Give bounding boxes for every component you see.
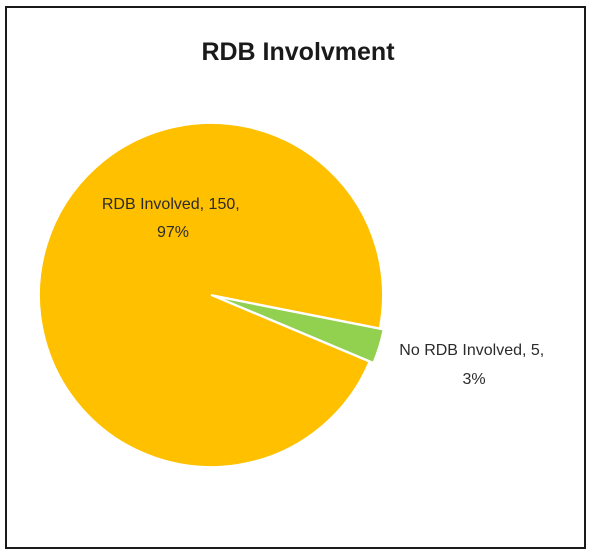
pie-slices (38, 122, 385, 468)
data-label-no-rdb-involved: No RDB Involved, 5, 3% (399, 342, 548, 388)
data-label-rdb-involved-line1: RDB Involved, 150, (102, 196, 240, 213)
data-label-no-rdb-involved-line2: 3% (462, 371, 485, 388)
data-label-no-rdb-involved-line1: No RDB Involved, 5, (399, 342, 544, 359)
data-label-rdb-involved: RDB Involved, 150, 97% (102, 196, 244, 241)
chart-title: RDB Involvment (201, 38, 395, 66)
data-label-rdb-involved-line2: 97% (157, 224, 189, 241)
pie-slice-no-rdb-involved (214, 295, 385, 365)
pie-slice-rdb-involved (38, 122, 384, 468)
